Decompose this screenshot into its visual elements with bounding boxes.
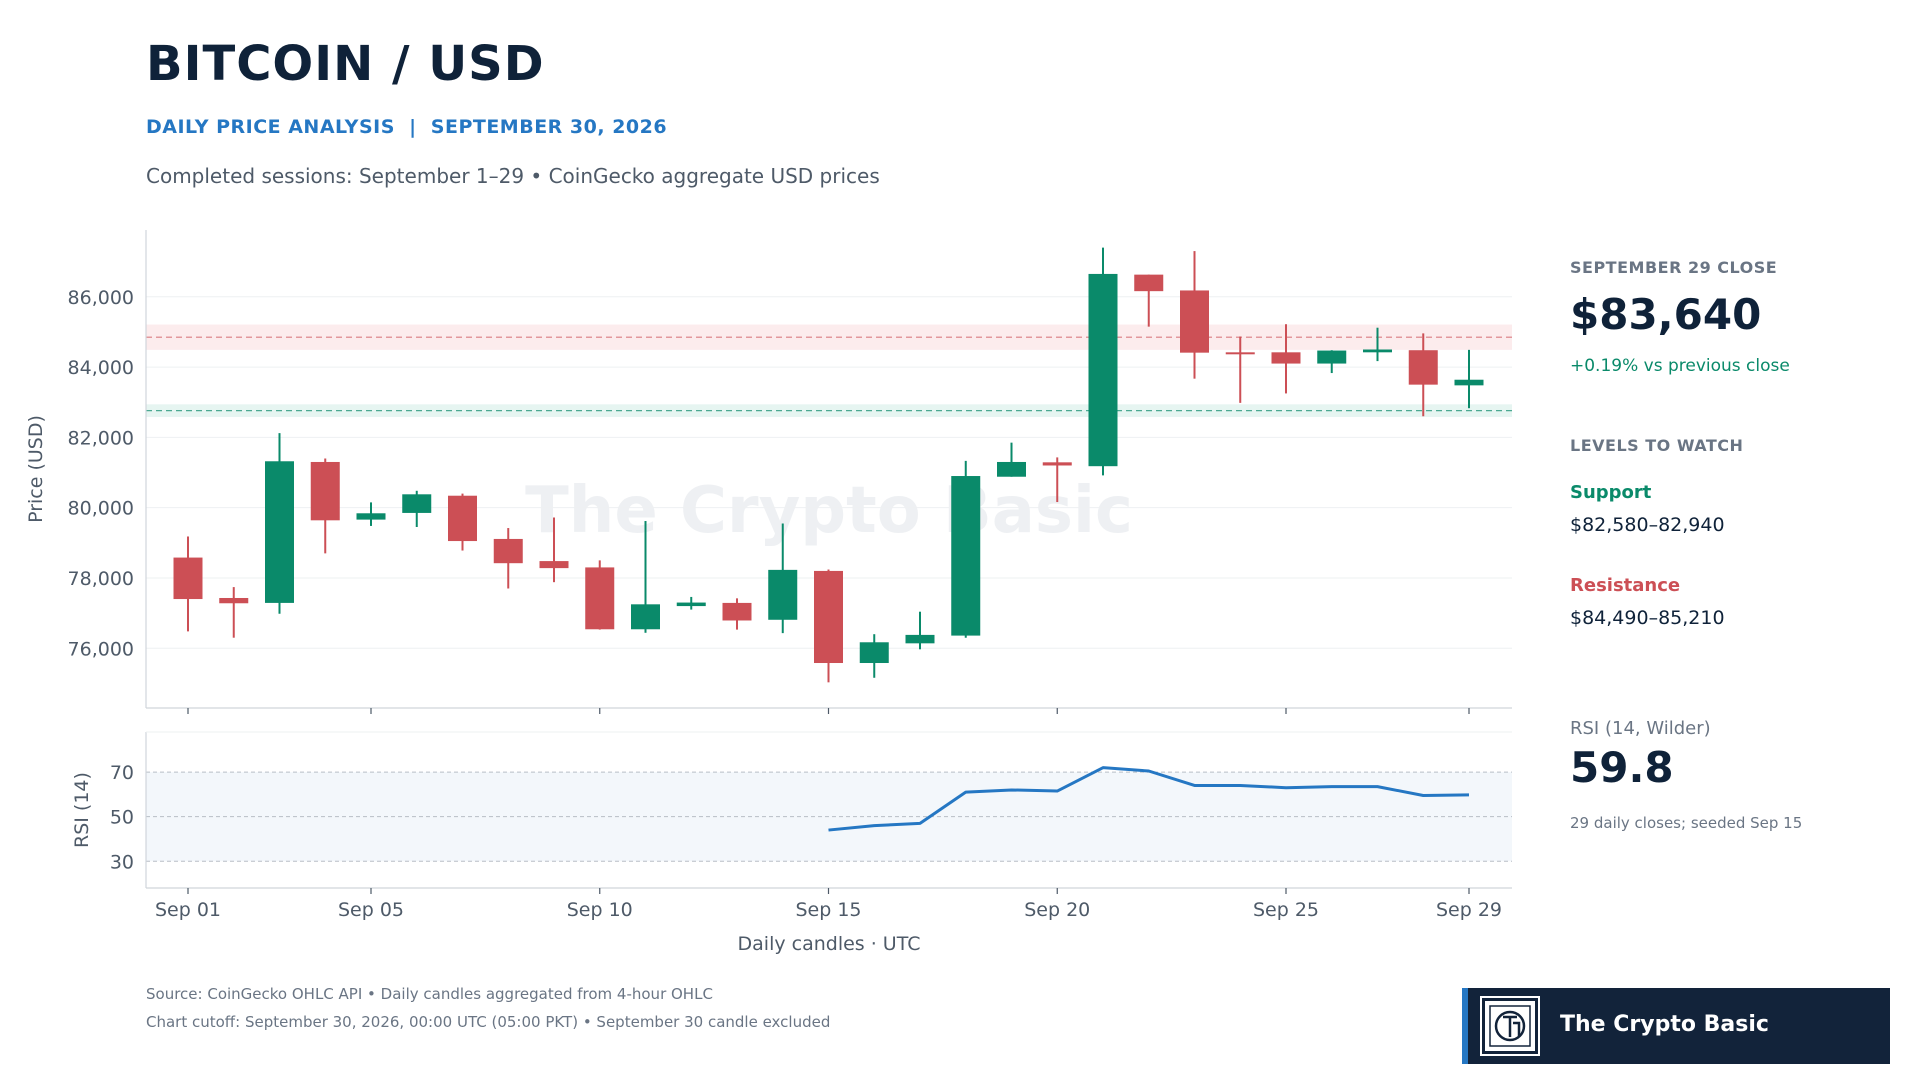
candle-body: [539, 561, 569, 569]
candle-body: [1134, 274, 1164, 292]
candle-body: [356, 513, 386, 520]
price-tick-label: 80,000: [68, 498, 134, 520]
rsi-tick-label: 50: [110, 807, 134, 829]
rsi-tick-label: 30: [110, 851, 134, 873]
candle-body: [1271, 352, 1301, 364]
source-note: Source: CoinGecko OHLC API • Daily candl…: [146, 985, 713, 1003]
x-tick-label: Sep 01: [155, 899, 221, 921]
page-subtitle: DAILY PRICE ANALYSIS | SEPTEMBER 30, 202…: [146, 116, 668, 138]
page-title: BITCOIN / USD: [146, 36, 545, 92]
candle-body: [722, 602, 752, 621]
brand-banner: The Crypto Basic: [1462, 988, 1890, 1064]
rsi-line: [828, 766, 1470, 832]
x-tick-label: Sep 15: [795, 899, 861, 921]
price-tick-label: 86,000: [68, 287, 134, 309]
candle-body: [814, 570, 843, 664]
cutoff-note: Chart cutoff: September 30, 2026, 00:00 …: [146, 1013, 831, 1031]
candle-body: [768, 569, 798, 620]
price-tick-label: 82,000: [68, 427, 134, 449]
candle-body: [1042, 462, 1072, 466]
x-axis-label: Daily candles · UTC: [738, 933, 921, 955]
rsi-note: 29 daily closes; seeded Sep 15: [1570, 814, 1803, 832]
candle-body: [1317, 350, 1347, 364]
rsi-value: 59.8: [1570, 743, 1674, 792]
data-note: Completed sessions: September 1–29 • Coi…: [146, 164, 880, 188]
close-label: SEPTEMBER 29 CLOSE: [1570, 258, 1778, 277]
candle-body: [631, 604, 660, 630]
candle-body: [265, 461, 294, 603]
candle-body: [448, 495, 477, 542]
support-value: $82,580–82,940: [1570, 514, 1725, 536]
candle-body: [493, 538, 523, 564]
candle-body: [997, 461, 1026, 477]
candle-body: [1454, 379, 1484, 386]
brand-logo-icon: [1480, 996, 1540, 1056]
candle-body: [219, 597, 249, 604]
candle-body: [1225, 352, 1255, 355]
x-tick-label: Sep 25: [1253, 899, 1319, 921]
candle-body: [1408, 350, 1438, 385]
candle-body: [402, 494, 432, 513]
candle-body: [310, 461, 340, 521]
rsi-tick-label: 70: [110, 762, 134, 784]
x-tick-label: Sep 10: [567, 899, 633, 921]
price-axis-label: Price (USD): [25, 415, 47, 523]
x-tick-label: Sep 05: [338, 899, 404, 921]
close-change: +0.19% vs previous close: [1570, 356, 1790, 376]
candle-body: [951, 476, 981, 636]
levels-label: LEVELS TO WATCH: [1570, 436, 1744, 455]
price-tick-label: 78,000: [68, 568, 134, 590]
resistance-label: Resistance: [1570, 575, 1681, 596]
price-tick-label: 84,000: [68, 357, 134, 379]
candle-body: [1180, 290, 1209, 353]
close-value: $83,640: [1570, 290, 1762, 339]
watermark: The Crypto Basic: [525, 474, 1133, 548]
candle-body: [859, 642, 889, 664]
rsi-axis-label: RSI (14): [71, 772, 93, 848]
resistance-value: $84,490–85,210: [1570, 607, 1725, 629]
candle-body: [1363, 349, 1392, 353]
support-label: Support: [1570, 482, 1652, 503]
candle-body: [676, 602, 706, 607]
x-tick-label: Sep 20: [1024, 899, 1090, 921]
price-tick-label: 76,000: [68, 638, 134, 660]
candle-body: [905, 634, 935, 644]
candle-body: [173, 557, 203, 600]
candle-body: [1088, 273, 1118, 467]
rsi-label: RSI (14, Wilder): [1570, 718, 1711, 739]
candle-body: [585, 567, 615, 630]
x-tick-label: Sep 29: [1436, 899, 1502, 921]
brand-name: The Crypto Basic: [1560, 1012, 1769, 1037]
